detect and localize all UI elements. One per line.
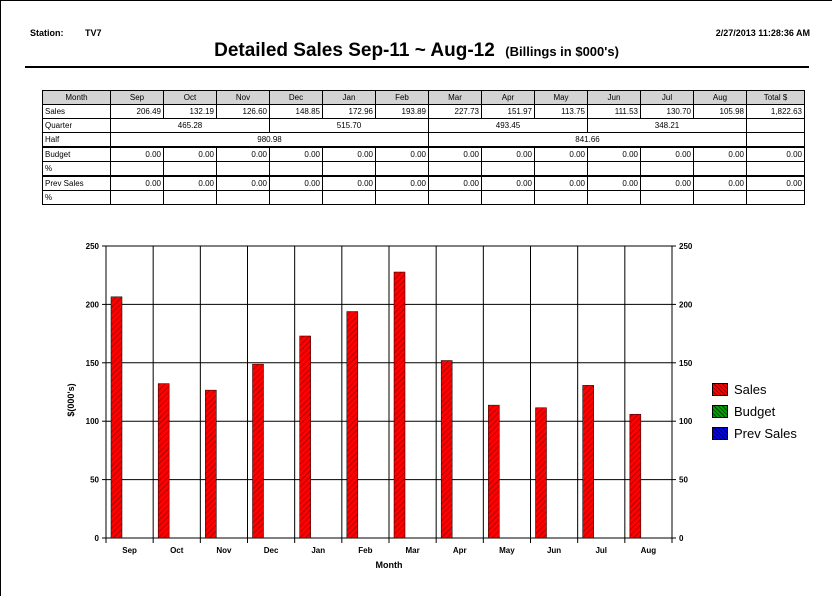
budget-cell: 0.00 <box>640 146 694 162</box>
empty-cell <box>746 132 805 148</box>
y-tick-label: 250 <box>86 242 100 251</box>
bar-sales <box>582 385 594 539</box>
x-tick-label: Nov <box>216 546 232 555</box>
bar-sales <box>440 360 453 539</box>
y-tick-label-right: 150 <box>679 359 693 368</box>
title-divider <box>25 66 809 68</box>
station-info: Station: TV7 <box>30 28 102 38</box>
legend-swatch <box>712 382 728 396</box>
budget-cell: 0.00 <box>428 146 482 162</box>
budget-total: 0.00 <box>746 146 805 162</box>
report-timestamp: 2/27/2013 11:28:36 AM <box>715 28 810 38</box>
row-label: % <box>42 161 111 177</box>
header-month: Month <box>42 90 111 105</box>
header-month-cell: May <box>534 90 588 105</box>
header-month-cell: Jan <box>322 90 376 105</box>
budget-cell: 0.00 <box>163 146 217 162</box>
y-tick-label: 100 <box>86 417 100 426</box>
header-month-cell: Aug <box>693 90 747 105</box>
x-tick-label: Dec <box>264 546 279 555</box>
sales-table: Month Sep Oct Nov Dec Jan Feb Mar Apr May Jun Jul Au… <box>42 90 805 205</box>
x-tick-label: May <box>499 546 515 555</box>
empty-cell <box>746 161 805 177</box>
legend-item: Budget <box>712 400 797 422</box>
legend-label: Sales <box>734 381 767 397</box>
legend-label: Prev Sales <box>734 425 797 441</box>
bar-sales <box>110 296 123 539</box>
half-cell: 980.98 <box>110 132 429 148</box>
report-title: Detailed Sales Sep-11 ~ Aug-12 <box>214 40 495 61</box>
x-axis-title: Month <box>376 560 403 570</box>
x-tick-label: Feb <box>358 546 372 555</box>
x-tick-label: Jun <box>547 546 561 555</box>
empty-cell <box>746 190 805 205</box>
bar-sales <box>252 363 264 539</box>
y-tick-label-right: 50 <box>679 476 688 485</box>
x-tick-label: Jul <box>595 546 607 555</box>
quarter-row: Quarter 465.28 515.70 493.45 348.21 <box>42 118 805 133</box>
budget-pct-row: % <box>42 161 805 177</box>
legend-swatch <box>712 404 728 418</box>
x-tick-label: Aug <box>641 546 657 555</box>
y-tick-label: 150 <box>86 359 100 368</box>
quarter-cell: 348.21 <box>587 118 747 133</box>
legend-label: Budget <box>734 403 776 419</box>
y-tick-label-right: 200 <box>679 300 693 309</box>
x-tick-label: Sep <box>122 546 137 555</box>
bar-sales <box>488 404 500 539</box>
bar-sales <box>205 389 217 539</box>
x-tick-label: Mar <box>405 546 419 555</box>
y-tick-label: 50 <box>90 476 99 485</box>
quarter-cell: 465.28 <box>110 118 270 133</box>
y-tick-label-right: 100 <box>679 417 693 426</box>
empty-cell <box>746 118 805 133</box>
y-tick-label-right: 0 <box>679 534 684 543</box>
chart-legend: Sales Budget Prev Sales <box>712 378 797 444</box>
prev-pct-row: % <box>42 190 805 205</box>
bar-sales <box>629 413 642 539</box>
budget-cell: 0.00 <box>269 146 323 162</box>
budget-cell: 0.00 <box>587 146 641 162</box>
x-tick-label: Jan <box>311 546 325 555</box>
bar-sales <box>393 271 406 539</box>
bar-sales <box>299 335 311 539</box>
x-tick-label: Oct <box>170 546 184 555</box>
budget-cell: 0.00 <box>322 146 376 162</box>
y-axis-title: $(000's) <box>66 383 76 416</box>
station-value: TV7 <box>85 28 102 38</box>
header-month-cell: Dec <box>269 90 323 105</box>
report-subtitle: (Billings in $000's) <box>505 44 619 59</box>
y-tick-label-right: 250 <box>679 242 693 251</box>
bar-sales <box>157 383 170 539</box>
legend-item: Sales <box>712 378 797 400</box>
bar-sales <box>346 311 359 539</box>
y-tick-label: 0 <box>95 534 100 543</box>
report-title-block: Detailed Sales Sep-11 ~ Aug-12 (Billings… <box>0 40 833 62</box>
legend-item: Prev Sales <box>712 422 797 444</box>
half-row: Half 980.98 841.66 <box>42 132 805 148</box>
x-tick-label: Apr <box>453 546 467 555</box>
budget-row: Budget 0.00 0.00 0.00 0.00 0.00 0.00 0.00 0.00 0.… <box>42 146 805 162</box>
budget-cell: 0.00 <box>534 146 588 162</box>
header-total: Total $ <box>746 90 805 105</box>
legend-swatch <box>712 426 728 440</box>
header-month-cell: Jul <box>640 90 694 105</box>
half-cell: 841.66 <box>428 132 747 148</box>
header-month-cell: Jun <box>587 90 641 105</box>
station-label: Station: <box>30 28 64 38</box>
bar-sales <box>535 407 547 539</box>
y-tick-label: 200 <box>86 300 100 309</box>
